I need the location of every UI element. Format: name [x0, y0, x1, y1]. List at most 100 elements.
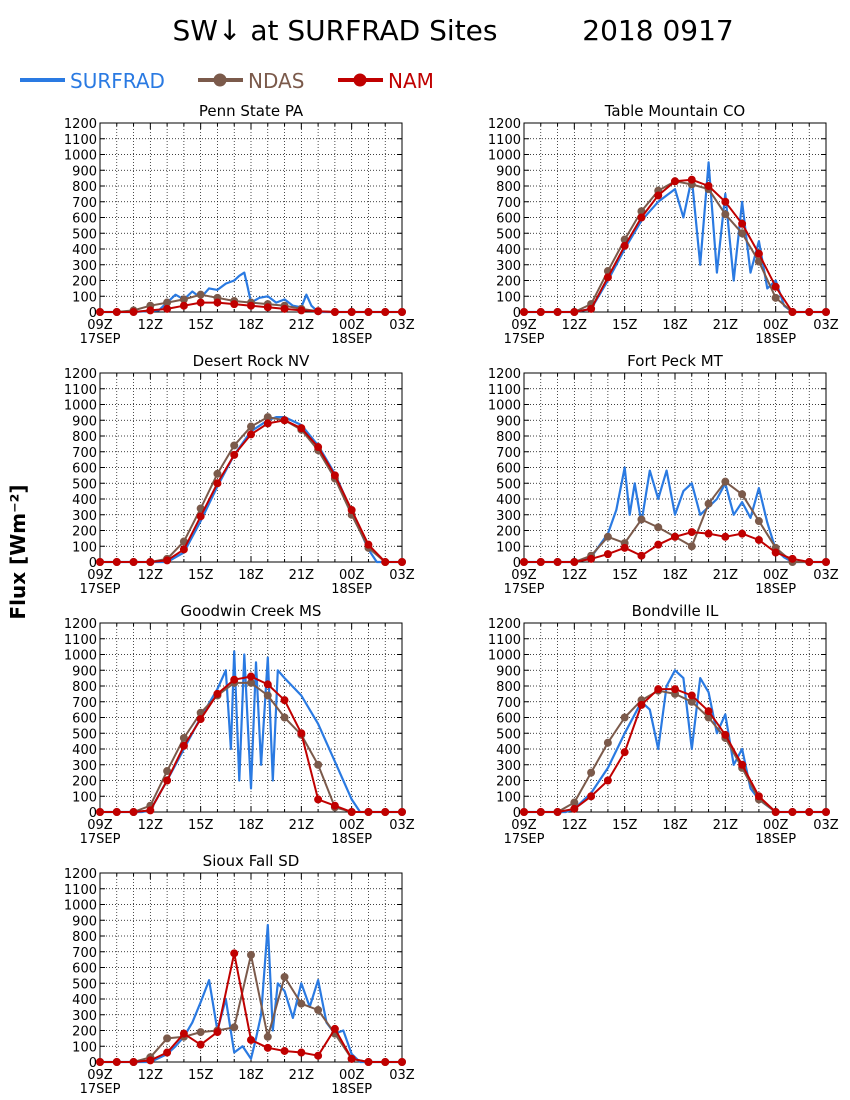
point-nam	[398, 1058, 406, 1066]
x-tick-label: 00Z	[763, 818, 789, 833]
point-nam	[247, 301, 255, 310]
point-nam	[587, 554, 596, 563]
point-nam	[146, 1056, 155, 1065]
y-tick-label: 0	[89, 806, 97, 821]
x-tick-label: 18Z	[662, 818, 688, 833]
x-tick-label: 21Z	[289, 568, 315, 583]
x-tick-label: 03Z	[813, 318, 839, 333]
x-tick-label: 12Z	[138, 1068, 164, 1083]
point-nam	[146, 558, 155, 566]
point-nam	[520, 308, 528, 316]
point-nam	[263, 303, 272, 312]
x-tick-label: 09Z	[511, 568, 537, 583]
point-nam	[213, 479, 222, 488]
x-date-label: 17SEP	[80, 582, 121, 597]
point-nam	[364, 308, 373, 316]
point-nam	[247, 1035, 255, 1044]
x-tick-label: 03Z	[813, 568, 839, 583]
x-tick-label: 12Z	[562, 318, 588, 333]
point-nam	[381, 308, 390, 316]
x-tick-label: 03Z	[389, 318, 415, 333]
point-nam	[620, 543, 629, 552]
point-nam	[671, 532, 679, 541]
point-nam	[112, 808, 121, 816]
point-ndas	[620, 713, 629, 722]
x-tick-label: 00Z	[763, 318, 789, 333]
x-date-label: 17SEP	[80, 1082, 121, 1097]
x-date-label: 18SEP	[331, 1082, 372, 1097]
y-tick-label: 300	[72, 1009, 97, 1024]
legend-item-nam: NAM	[338, 69, 434, 93]
point-ndas	[196, 1028, 205, 1037]
point-nam	[364, 540, 373, 549]
x-tick-label: 15Z	[612, 318, 638, 333]
panel-bondville-il: Bondville IL 0100200300400500600700800900…	[488, 602, 839, 847]
point-nam	[96, 308, 104, 316]
x-date-label: 17SEP	[80, 832, 121, 847]
x-date-label: 18SEP	[755, 832, 796, 847]
x-tick-label: 03Z	[389, 568, 415, 583]
point-ndas	[196, 290, 205, 299]
point-nam	[196, 298, 205, 307]
series-surfrad	[100, 416, 402, 564]
y-tick-label: 500	[496, 727, 521, 742]
point-nam	[805, 308, 814, 316]
x-tick-label: 12Z	[562, 568, 588, 583]
point-nam	[771, 282, 780, 291]
point-nam	[822, 308, 830, 316]
y-tick-label: 0	[89, 306, 97, 321]
y-tick-label: 200	[72, 525, 97, 540]
legend-item-surfrad: SURFRAD	[20, 69, 165, 93]
point-nam	[196, 715, 205, 724]
point-nam	[603, 776, 612, 785]
series-surfrad	[524, 669, 826, 814]
x-date-label: 17SEP	[80, 332, 121, 347]
y-tick-label: 600	[72, 712, 97, 727]
x-tick-label: 12Z	[138, 318, 164, 333]
point-nam	[788, 808, 797, 816]
point-nam	[146, 306, 155, 315]
y-tick-label: 1000	[64, 649, 97, 664]
panel-sioux-fall-sd: Sioux Fall SD 010020030040050060070080090…	[64, 852, 415, 1097]
point-nam	[822, 558, 830, 566]
x-tick-label: 09Z	[87, 1068, 113, 1083]
point-nam	[381, 808, 390, 816]
legend-label: NAM	[388, 69, 434, 93]
point-ndas	[738, 229, 747, 238]
point-nam	[771, 548, 780, 557]
point-nam	[771, 808, 780, 816]
point-ndas	[637, 515, 646, 524]
y-tick-label: 100	[72, 290, 97, 305]
point-nam	[129, 808, 138, 816]
series-line-ndas	[524, 689, 826, 813]
point-nam	[96, 1058, 104, 1066]
point-nam	[163, 304, 172, 313]
x-date-label: 18SEP	[755, 332, 796, 347]
series-nam	[96, 416, 406, 566]
y-tick-label: 500	[496, 477, 521, 492]
x-tick-label: 03Z	[389, 818, 415, 833]
point-nam	[721, 730, 730, 739]
figure-title: SW↓ at SURFRAD Sites	[173, 14, 498, 47]
y-tick-label: 700	[496, 696, 521, 711]
series-line-surfrad	[100, 271, 402, 314]
point-ndas	[603, 738, 612, 747]
panel-penn-state-pa: Penn State PA 010020030040050060070080090…	[64, 102, 415, 347]
y-tick-label: 500	[72, 727, 97, 742]
x-tick-label: 18Z	[662, 568, 688, 583]
point-nam	[330, 308, 339, 316]
series-line-surfrad	[100, 416, 402, 564]
y-tick-label: 500	[72, 227, 97, 242]
y-tick-label: 1000	[64, 399, 97, 414]
y-tick-label: 600	[496, 712, 521, 727]
point-nam	[738, 529, 747, 538]
point-nam	[398, 558, 406, 566]
point-nam	[297, 729, 306, 738]
y-tick-label: 0	[513, 306, 521, 321]
series-line-surfrad	[524, 466, 826, 564]
point-nam	[637, 213, 646, 222]
x-tick-label: 21Z	[713, 568, 739, 583]
series-nam	[96, 672, 406, 816]
point-nam	[263, 680, 272, 689]
gridlines	[100, 123, 402, 312]
